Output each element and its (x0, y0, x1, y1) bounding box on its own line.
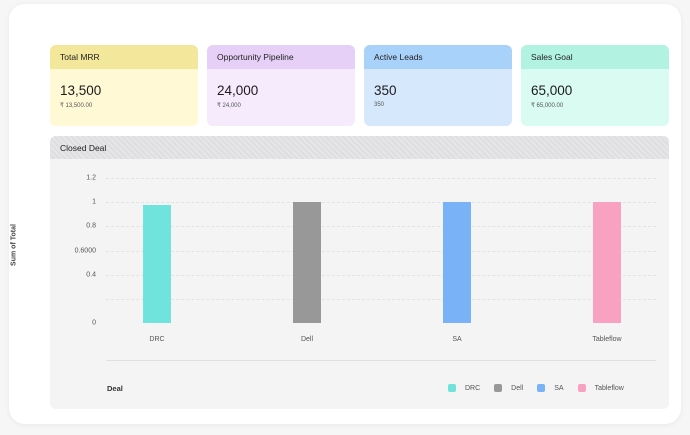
legend-item-drc[interactable]: DRC (448, 384, 480, 392)
kpi-card-value: 13,500 (60, 83, 102, 98)
x-axis-line (106, 360, 656, 361)
kpi-card-value: 24,000 (217, 83, 259, 98)
kpi-card-value: 350 (374, 83, 397, 98)
kpi-card-opportunity-pipeline[interactable]: Opportunity Pipeline 24,000 ₹ 24,000 (207, 45, 355, 126)
kpi-card-title: Active Leads (364, 45, 512, 69)
chart-legend: DRC Dell SA Tableflow (448, 382, 638, 394)
y-tick-label: 0.6000 (74, 247, 96, 254)
bar-sa[interactable] (443, 202, 471, 323)
grid-line (106, 298, 656, 300)
grid-line (106, 250, 656, 252)
legend-label: Dell (511, 384, 524, 392)
kpi-card-sales-goal[interactable]: Sales Goal 65,000 ₹ 65,000.00 (521, 45, 669, 126)
legend-swatch (537, 384, 546, 392)
x-tick-label: Dell (300, 336, 314, 343)
grid-line (106, 274, 656, 276)
legend-item-sa[interactable]: SA (537, 384, 564, 392)
legend-swatch (448, 384, 456, 392)
bar-tableflow[interactable] (593, 202, 621, 323)
kpi-card-subvalue: ₹ 24,000 (217, 103, 241, 109)
legend-label: Tableflow (594, 384, 624, 392)
grid-line (106, 226, 656, 228)
x-tick-label: DRC (149, 336, 165, 343)
kpi-card-title: Sales Goal (521, 45, 669, 69)
panel-title: Closed Deal (50, 136, 669, 159)
x-tick-label: SA (452, 336, 462, 343)
legend-label: DRC (465, 384, 481, 392)
legend-swatch (577, 384, 586, 392)
kpi-card-title: Opportunity Pipeline (207, 45, 355, 69)
legend-item-tableflow[interactable]: Tableflow (577, 384, 624, 392)
kpi-card-title: Total MRR (50, 45, 198, 69)
kpi-card-value: 65,000 (531, 83, 573, 98)
kpi-card-subvalue: ₹ 65,000.00 (531, 103, 564, 109)
bar-drc[interactable] (143, 204, 171, 323)
kpi-card-active-leads[interactable]: Active Leads 350 350 (364, 45, 512, 126)
y-tick-label: 1 (92, 198, 96, 206)
x-axis-title: Deal (107, 384, 123, 393)
kpi-card-subvalue: 350 (374, 102, 385, 108)
y-axis-title: Sum of Total (10, 224, 18, 266)
legend-item-dell[interactable]: Dell (494, 384, 523, 392)
kpi-card-total-mrr[interactable]: Total MRR 13,500 ₹ 13,500.00 (50, 45, 198, 126)
kpi-cards: Total MRR 13,500 ₹ 13,500.00 Opportunity… (50, 45, 670, 126)
legend-label: SA (554, 384, 564, 392)
grid-line (106, 202, 656, 204)
x-tick-label: Tableflow (592, 336, 622, 343)
legend-swatch (494, 384, 503, 392)
grid-line (106, 178, 656, 179)
kpi-card-subvalue: ₹ 13,500.00 (60, 103, 93, 109)
y-tick-label: 0.4 (86, 271, 96, 279)
y-tick-label: 0 (92, 319, 96, 327)
y-tick-label: 0.8 (86, 222, 96, 230)
y-tick-label: 1.2 (86, 174, 96, 182)
bar-dell[interactable] (293, 202, 321, 323)
